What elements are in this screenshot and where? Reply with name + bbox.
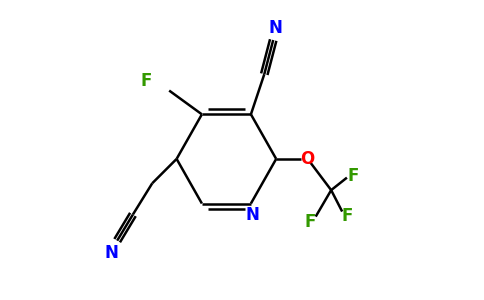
Text: F: F <box>304 213 316 231</box>
Text: F: F <box>348 167 359 185</box>
Text: F: F <box>141 72 152 90</box>
Text: N: N <box>269 19 283 37</box>
Text: N: N <box>245 206 259 224</box>
Text: F: F <box>342 207 353 225</box>
Text: N: N <box>105 244 119 262</box>
Text: O: O <box>300 150 315 168</box>
